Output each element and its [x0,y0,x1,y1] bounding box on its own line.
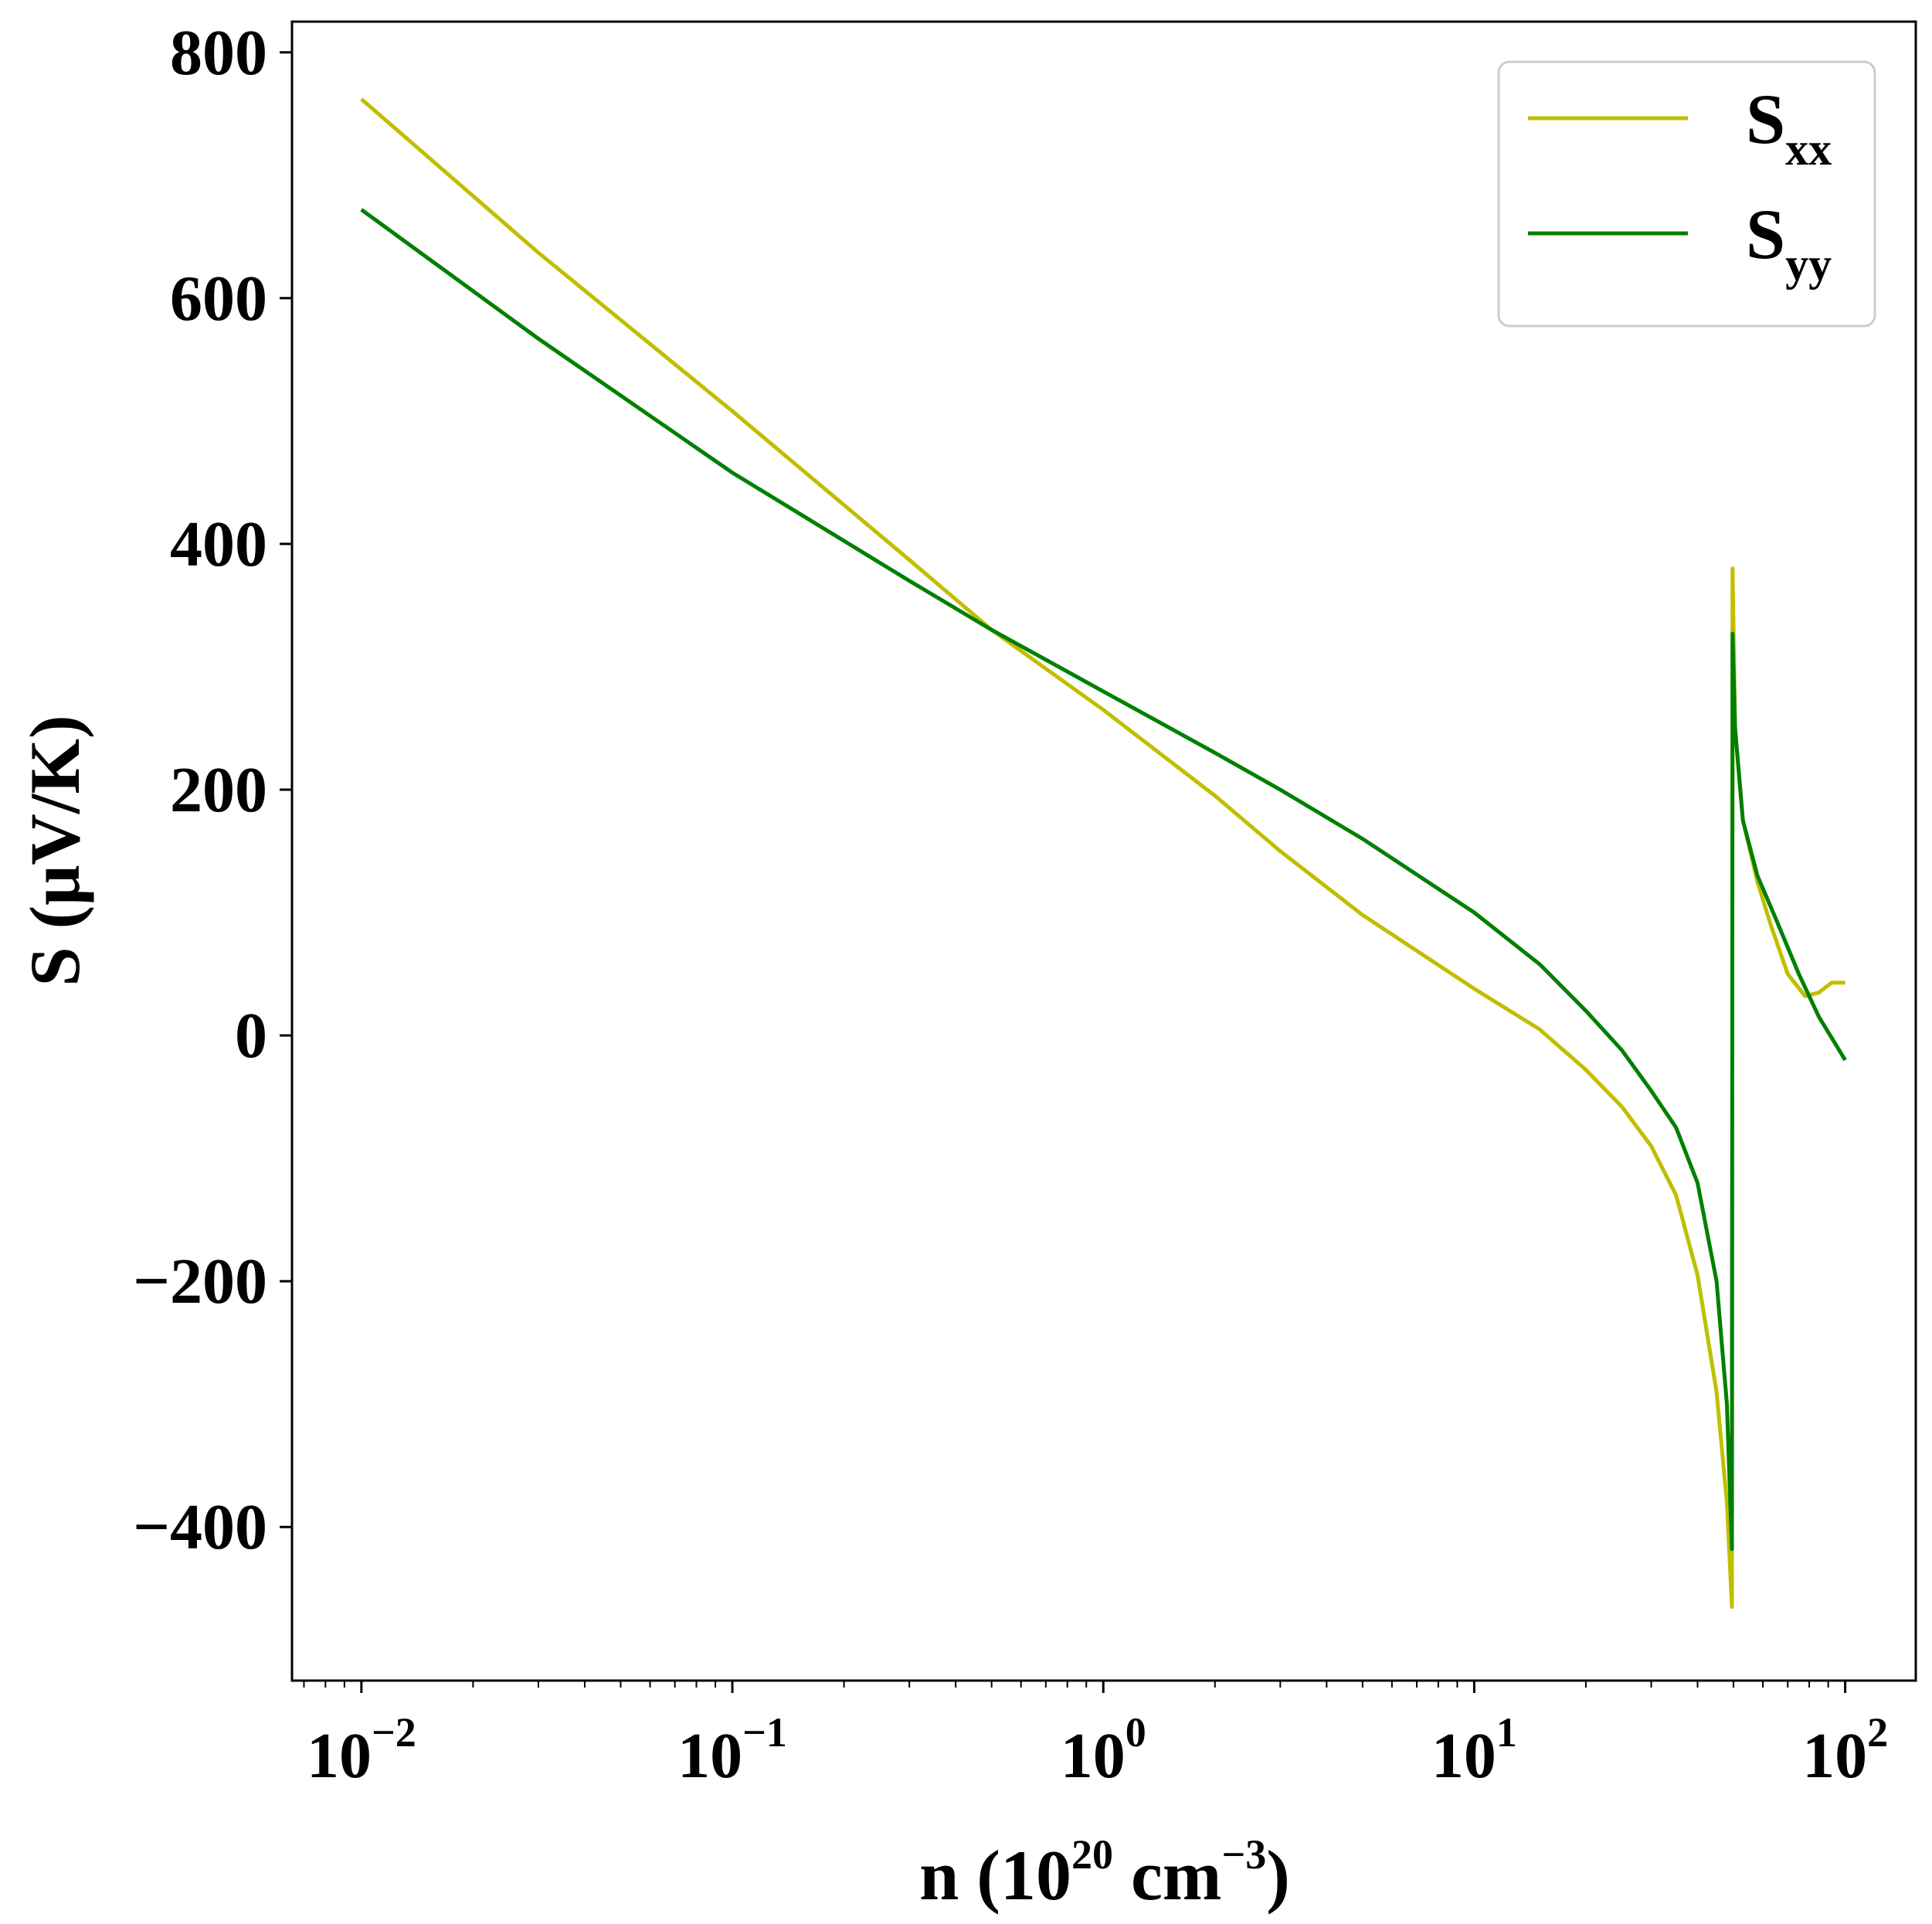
y-tick-label: −200 [133,1246,267,1317]
x-tick-label: 10−1 [677,1709,787,1792]
x-tick-label: 101 [1431,1709,1517,1792]
x-tick-label: 102 [1802,1709,1888,1792]
series-line-sxx [360,97,1845,1610]
x-axis-title: n (1020 cm−3) [919,1831,1290,1915]
legend: Sxx Syy [1497,60,1876,328]
y-tick-label: 800 [170,17,267,89]
x-tick-label: 100 [1061,1709,1146,1792]
y-axis: 800 600 400 200 0 −200 −400 [133,17,292,1563]
y-tick-label: 200 [170,754,267,826]
x-axis: 10−2 10−1 100 101 102 [303,1681,1888,1792]
series-line-syy [360,208,1847,1552]
y-tick-label: −400 [133,1491,267,1563]
legend-box [1497,60,1876,328]
legend-label-sxx: Sxx [1746,80,1832,175]
y-tick-label: 400 [170,508,267,580]
y-axis-title: S (μV/K) [15,715,94,986]
series-layer [360,97,1847,1610]
x-tick-label: 10−2 [307,1709,416,1792]
y-tick-label: 0 [235,1000,267,1072]
legend-label-syy: Syy [1746,195,1832,290]
y-tick-label: 600 [170,263,267,335]
